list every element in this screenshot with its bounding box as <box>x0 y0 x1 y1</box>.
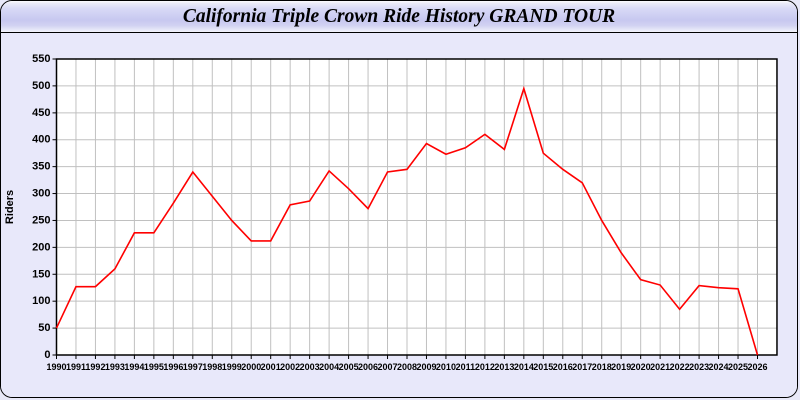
svg-text:1993: 1993 <box>105 362 125 372</box>
svg-text:2014: 2014 <box>514 362 534 372</box>
svg-text:350: 350 <box>32 161 50 173</box>
svg-text:2007: 2007 <box>378 362 398 372</box>
svg-text:2006: 2006 <box>358 362 378 372</box>
svg-text:200: 200 <box>32 241 50 253</box>
svg-text:2013: 2013 <box>494 362 514 372</box>
svg-text:2025: 2025 <box>728 362 748 372</box>
svg-text:1997: 1997 <box>183 362 203 372</box>
svg-text:450: 450 <box>32 107 50 119</box>
svg-text:2022: 2022 <box>670 362 690 372</box>
svg-text:0: 0 <box>44 349 50 361</box>
svg-text:550: 550 <box>32 53 50 65</box>
svg-text:2003: 2003 <box>300 362 320 372</box>
svg-text:2018: 2018 <box>592 362 612 372</box>
svg-text:1992: 1992 <box>85 362 105 372</box>
svg-text:2017: 2017 <box>572 362 592 372</box>
svg-text:250: 250 <box>32 214 50 226</box>
svg-text:400: 400 <box>32 134 50 146</box>
svg-text:2021: 2021 <box>650 362 670 372</box>
svg-text:2024: 2024 <box>709 362 729 372</box>
svg-text:2001: 2001 <box>261 362 281 372</box>
svg-text:1998: 1998 <box>202 362 222 372</box>
svg-text:1994: 1994 <box>124 362 144 372</box>
svg-text:2002: 2002 <box>280 362 300 372</box>
svg-text:50: 50 <box>38 322 50 334</box>
svg-text:2008: 2008 <box>397 362 417 372</box>
svg-text:2026: 2026 <box>747 362 767 372</box>
svg-text:2020: 2020 <box>631 362 651 372</box>
svg-text:2015: 2015 <box>533 362 553 372</box>
svg-text:150: 150 <box>32 268 50 280</box>
svg-text:2023: 2023 <box>689 362 709 372</box>
svg-text:1996: 1996 <box>163 362 183 372</box>
svg-text:2019: 2019 <box>611 362 631 372</box>
svg-text:300: 300 <box>32 188 50 200</box>
svg-text:2012: 2012 <box>475 362 495 372</box>
svg-text:1999: 1999 <box>222 362 242 372</box>
svg-text:2004: 2004 <box>319 362 339 372</box>
svg-text:2000: 2000 <box>241 362 261 372</box>
svg-text:100: 100 <box>32 295 50 307</box>
svg-text:2011: 2011 <box>456 362 476 372</box>
svg-text:1991: 1991 <box>66 362 86 372</box>
svg-text:2016: 2016 <box>553 362 573 372</box>
svg-text:2009: 2009 <box>416 362 436 372</box>
svg-text:1995: 1995 <box>144 362 164 372</box>
svg-text:2010: 2010 <box>436 362 456 372</box>
svg-text:500: 500 <box>32 80 50 92</box>
svg-text:Riders: Riders <box>4 190 16 224</box>
svg-text:2005: 2005 <box>339 362 359 372</box>
svg-text:1990: 1990 <box>46 362 66 372</box>
